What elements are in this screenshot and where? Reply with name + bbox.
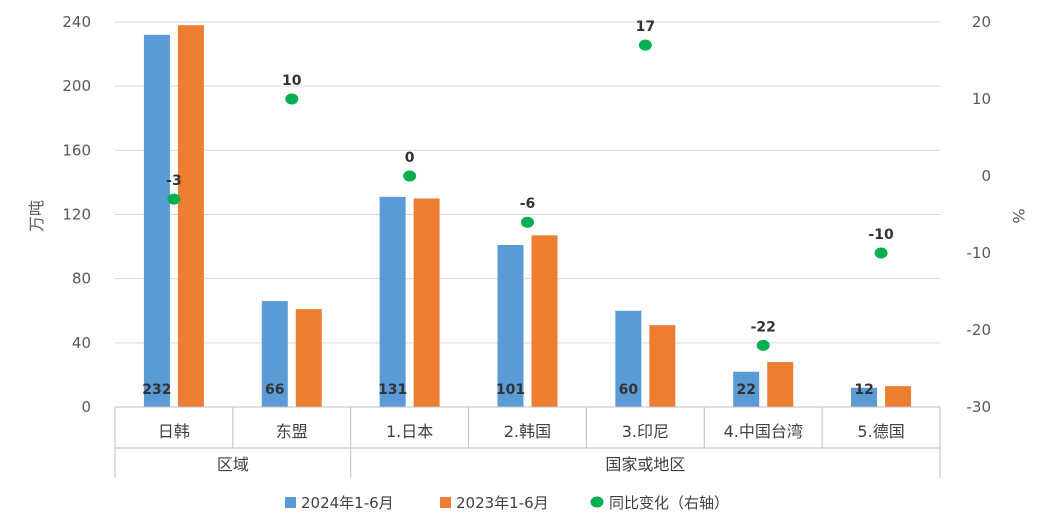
y-tick-label: 120 xyxy=(62,206,91,224)
bar-label-2024: 12 xyxy=(854,382,873,398)
yoy-point xyxy=(285,93,299,105)
y2-tick-label: -10 xyxy=(967,244,992,262)
group-label: 区域 xyxy=(217,455,249,474)
bar-label-2024: 22 xyxy=(736,382,755,398)
y2-tick-label: 10 xyxy=(972,90,991,108)
bar-2024 xyxy=(615,310,642,407)
bar-2023 xyxy=(649,325,676,407)
bar-2024 xyxy=(733,371,760,407)
bar-label-2024: 232 xyxy=(142,382,171,398)
category-label: 日韩 xyxy=(158,422,190,441)
yoy-label: 17 xyxy=(636,19,655,35)
legend-swatch-2023 xyxy=(440,497,451,508)
yoy-point xyxy=(874,247,888,259)
category-label: 5.德国 xyxy=(857,422,904,441)
y2-axis-title: % xyxy=(1009,208,1028,223)
y-tick-label: 160 xyxy=(62,141,91,159)
bar-2024 xyxy=(497,244,524,407)
y-tick-label: 240 xyxy=(62,13,91,31)
yoy-label: -22 xyxy=(751,319,776,335)
bar-2023 xyxy=(295,309,322,407)
y-tick-label: 80 xyxy=(72,270,91,288)
y2-tick-label: -30 xyxy=(967,398,992,416)
category-label: 东盟 xyxy=(276,422,308,441)
bar-2023 xyxy=(767,362,794,407)
yoy-label: -10 xyxy=(868,227,894,243)
bar-label-2024: 60 xyxy=(619,382,639,398)
yoy-point xyxy=(403,170,417,182)
axes xyxy=(114,406,941,478)
bar-label-2024: 131 xyxy=(378,382,407,398)
y-tick-label: 0 xyxy=(81,398,91,416)
bar-2023 xyxy=(885,386,912,407)
bar-label-2024: 66 xyxy=(265,382,284,398)
category-label: 4.中国台湾 xyxy=(724,422,803,441)
y-axis-title: 万吨 xyxy=(27,200,46,232)
yoy-label: -3 xyxy=(166,173,182,189)
yoy-point xyxy=(167,193,181,205)
bar-2023 xyxy=(413,198,440,407)
yoy-points xyxy=(167,39,888,351)
y-tick-label: 200 xyxy=(62,77,91,95)
y2-tick-label: -20 xyxy=(967,321,992,339)
gridlines xyxy=(115,21,940,344)
bar-2023 xyxy=(177,25,204,407)
bar-2024 xyxy=(851,387,878,407)
bar-2024 xyxy=(379,196,406,407)
legend: 2024年1-6月 2023年1-6月 同比变化（右轴） xyxy=(285,494,729,512)
data-labels: 232 -3 66 10 131 0 101 -6 60 17 22 -22 12 -10 xyxy=(142,19,894,398)
bars xyxy=(143,25,912,407)
y2-tick-label: 0 xyxy=(981,167,991,185)
legend-marker-yoy xyxy=(590,496,604,508)
bar-2023 xyxy=(531,235,558,407)
category-label: 2.韩国 xyxy=(504,422,551,441)
bar-label-2024: 101 xyxy=(496,382,525,398)
y-tick-label: 40 xyxy=(72,334,91,352)
y2-tick-label: 20 xyxy=(972,13,991,31)
yoy-label: 10 xyxy=(282,73,302,89)
legend-label-2023: 2023年1-6月 xyxy=(456,494,549,512)
bar-2024 xyxy=(261,301,288,407)
yoy-point xyxy=(756,339,770,351)
bar-2024 xyxy=(143,34,170,407)
legend-label-2024: 2024年1-6月 xyxy=(301,494,394,512)
yoy-point xyxy=(638,39,652,51)
yoy-label: -6 xyxy=(520,196,536,212)
yoy-label: 0 xyxy=(405,150,415,166)
category-label: 1.日本 xyxy=(386,422,433,441)
group-label: 国家或地区 xyxy=(605,455,685,474)
category-label: 3.印尼 xyxy=(622,422,669,441)
legend-swatch-2024 xyxy=(285,497,296,508)
legend-label-yoy: 同比变化（右轴） xyxy=(609,494,729,512)
yoy-point xyxy=(521,216,534,228)
